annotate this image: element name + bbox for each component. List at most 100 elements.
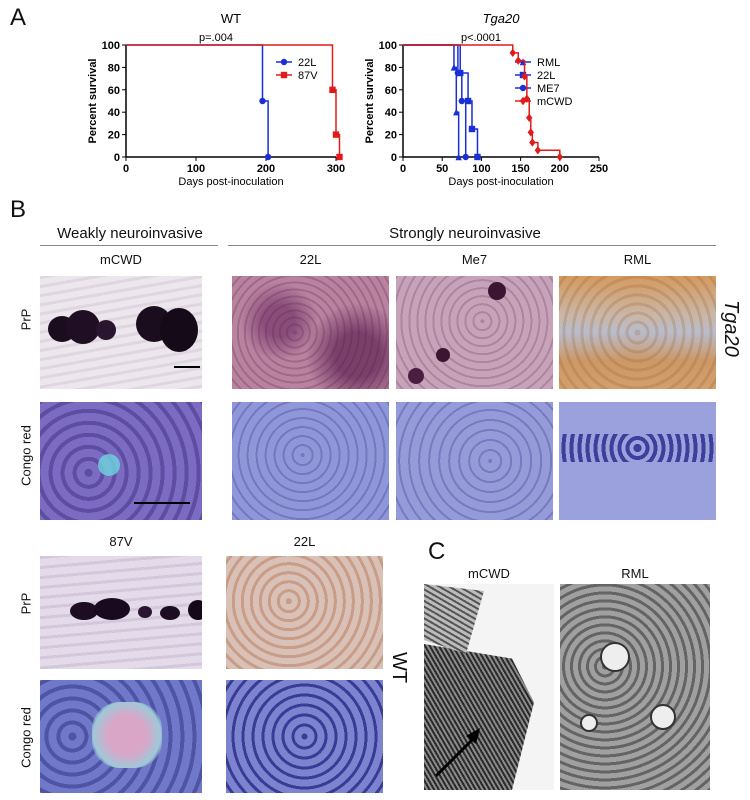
data-point-mcwd bbox=[556, 152, 563, 162]
x-tick-label: 0 bbox=[123, 163, 129, 175]
chart-title: Tga20 bbox=[483, 11, 521, 26]
y-tick-label: 100 bbox=[379, 40, 397, 52]
panel-letter-c: C bbox=[428, 538, 446, 565]
row-label-prp: PrP bbox=[18, 308, 34, 331]
legend-marker bbox=[519, 96, 527, 106]
x-tick-label: 200 bbox=[551, 163, 569, 175]
series-line-87v bbox=[126, 44, 341, 157]
y-tick-label: 20 bbox=[385, 130, 397, 142]
micrograph-mcwd-congo bbox=[40, 402, 202, 520]
p-value-annotation: p<.0001 bbox=[461, 32, 501, 44]
legend-marker bbox=[280, 71, 288, 79]
y-tick-label: 0 bbox=[391, 152, 397, 164]
y-tick-label: 20 bbox=[108, 130, 120, 142]
micrograph-rml-prp bbox=[559, 276, 716, 389]
micrograph-22l-congo bbox=[232, 402, 389, 520]
data-point-22l bbox=[468, 125, 476, 133]
y-axis-label: Percent survival bbox=[87, 59, 99, 144]
strong-header-divider bbox=[228, 245, 716, 246]
strain-label-wt: WT bbox=[388, 652, 410, 684]
x-axis-label: Days post-inoculation bbox=[448, 176, 553, 188]
col-label-22l: 22L bbox=[299, 252, 322, 267]
y-tick-label: 60 bbox=[385, 85, 397, 97]
y-tick-label: 80 bbox=[108, 62, 120, 74]
row-label-congo-red-wt: Congo red bbox=[18, 707, 34, 768]
legend-marker bbox=[519, 84, 527, 92]
x-tick-label: 100 bbox=[472, 163, 490, 175]
data-point-87v bbox=[329, 86, 336, 93]
data-point-me7 bbox=[462, 153, 469, 161]
data-point-me7 bbox=[454, 69, 462, 77]
weakly-neuroinvasive-header: Weakly neuroinvasive bbox=[57, 225, 203, 242]
strongly-neuroinvasive-header: Strongly neuroinvasive bbox=[389, 225, 541, 242]
legend-label: ME7 bbox=[537, 83, 560, 95]
em-image-rml bbox=[560, 584, 710, 790]
legend-label: RML bbox=[537, 57, 560, 69]
legend-label: 22L bbox=[298, 57, 316, 69]
data-point-22l bbox=[474, 153, 481, 161]
x-tick-label: 300 bbox=[327, 163, 345, 175]
x-tick-label: 200 bbox=[257, 163, 275, 175]
panel-letter-b: B bbox=[10, 196, 27, 223]
data-point-87v bbox=[332, 131, 340, 138]
y-tick-label: 40 bbox=[108, 107, 120, 119]
y-tick-label: 0 bbox=[114, 152, 120, 164]
strain-label-tga20: Tga20 bbox=[720, 300, 742, 357]
row-label-prp-wt: PrP bbox=[18, 592, 34, 615]
data-point-mcwd bbox=[534, 146, 542, 155]
survival-chart-tga20: Tga20 0 20 40 60 80 100 0 50 100 150 200 250 Days pos… bbox=[364, 11, 608, 188]
micrograph-22l-wt-congo bbox=[226, 680, 383, 793]
legend-label: mCWD bbox=[537, 96, 572, 108]
col-label-c-rml: RML bbox=[621, 566, 649, 581]
data-point-mcwd bbox=[515, 56, 522, 65]
y-tick-label: 80 bbox=[385, 62, 397, 74]
micrograph-rml-congo bbox=[559, 402, 716, 520]
y-axis-label: Percent survival bbox=[364, 59, 376, 144]
data-point-87v bbox=[336, 153, 343, 161]
col-label-c-mcwd: mCWD bbox=[468, 566, 510, 581]
x-tick-label: 0 bbox=[400, 163, 406, 175]
survival-chart-wt: WT 0 20 40 60 80 100 0 100 200 300 Days post-inocul… bbox=[87, 11, 345, 188]
legend-label: 87V bbox=[298, 70, 318, 82]
x-tick-label: 150 bbox=[511, 163, 529, 175]
micrograph-87v-congo bbox=[40, 680, 202, 793]
weak-header-divider bbox=[40, 245, 218, 246]
arrow-icon bbox=[434, 728, 480, 778]
panel-letter-a: A bbox=[10, 4, 27, 31]
micrograph-mcwd-prp bbox=[40, 276, 202, 389]
y-tick-label: 60 bbox=[108, 85, 120, 97]
col-label-mcwd: mCWD bbox=[100, 252, 142, 267]
em-image-mcwd bbox=[424, 584, 554, 790]
x-axis-label: Days post-inoculation bbox=[178, 176, 283, 188]
data-point-mcwd bbox=[526, 113, 533, 122]
data-point-rml bbox=[450, 63, 458, 71]
legend-label: 22L bbox=[537, 70, 555, 82]
series-line-22l bbox=[126, 44, 269, 157]
micrograph-22l-prp bbox=[232, 276, 389, 389]
data-point-22l bbox=[464, 97, 472, 105]
data-point-22l bbox=[259, 97, 266, 105]
y-tick-label: 100 bbox=[102, 40, 120, 52]
data-point-22l bbox=[264, 153, 272, 161]
micrograph-87v-prp bbox=[40, 556, 202, 669]
micrograph-me7-congo bbox=[396, 402, 553, 520]
data-point-me7 bbox=[458, 97, 465, 105]
col-label-me7: Me7 bbox=[461, 252, 488, 267]
legend-marker bbox=[280, 58, 288, 66]
data-point-mcwd bbox=[521, 72, 528, 81]
micrograph-22l-wt-prp bbox=[226, 556, 383, 669]
x-tick-label: 100 bbox=[187, 163, 205, 175]
series-line-rml bbox=[403, 44, 460, 157]
col-label-22l-wt: 22L bbox=[293, 534, 316, 549]
scale-bar bbox=[134, 502, 190, 504]
data-point-mcwd bbox=[509, 48, 516, 58]
data-point-rml bbox=[453, 108, 460, 116]
col-label-87v: 87V bbox=[109, 534, 133, 549]
p-value-annotation: p=.004 bbox=[199, 32, 233, 44]
col-label-rml: RML bbox=[623, 252, 652, 267]
data-point-mcwd bbox=[529, 138, 536, 147]
scale-bar bbox=[174, 366, 200, 368]
y-tick-label: 40 bbox=[385, 107, 397, 119]
chart-title: WT bbox=[221, 11, 241, 26]
data-point-mcwd bbox=[527, 128, 534, 137]
